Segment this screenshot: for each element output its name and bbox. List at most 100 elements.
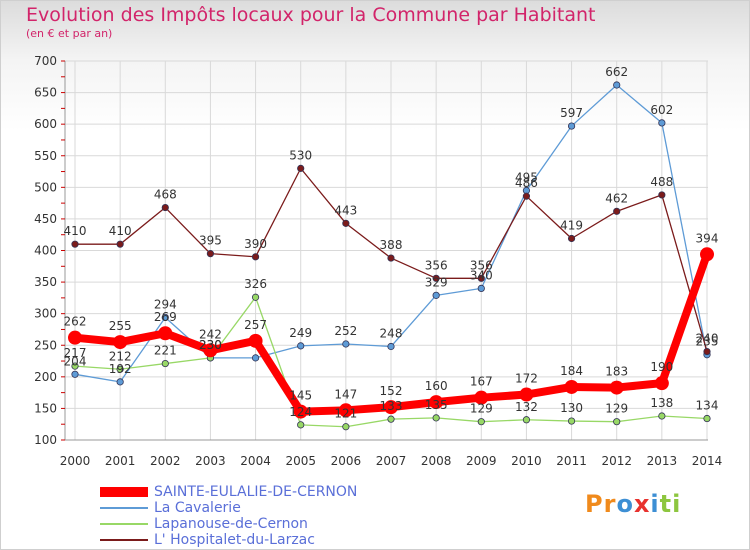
data-point: [293, 404, 308, 419]
data-label: 530: [289, 148, 312, 162]
legend-label-la-cavalerie: La Cavalerie: [154, 500, 241, 516]
data-point: [613, 207, 621, 215]
data-point: [658, 191, 666, 199]
data-point: [251, 354, 260, 362]
data-point: [477, 284, 485, 292]
data-label: 356: [470, 258, 493, 272]
y-tick-label: 500: [34, 180, 57, 194]
data-label: 235: [696, 335, 719, 349]
data-point: [68, 330, 82, 345]
data-point: [116, 378, 124, 386]
data-point: [342, 340, 350, 348]
data-point: [338, 403, 353, 418]
data-point: [658, 412, 666, 420]
legend-label-hospitalet: L' Hospitalet-du-Larzac: [154, 532, 315, 548]
data-label: 147: [334, 387, 357, 401]
data-point: [161, 203, 169, 212]
data-point: [297, 342, 305, 350]
data-label: 133: [380, 399, 403, 413]
data-point: [297, 421, 305, 429]
x-tick-label: 2008: [421, 454, 452, 468]
data-label: 212: [109, 349, 132, 363]
chart-subtitle: (en € et par an): [26, 27, 113, 40]
data-point: [432, 291, 440, 299]
x-tick-label: 2013: [647, 454, 678, 468]
data-point: [248, 333, 263, 348]
data-label: 486: [515, 176, 538, 190]
data-label: 134: [696, 399, 719, 413]
data-label: 419: [560, 218, 583, 232]
data-label: 390: [244, 237, 267, 251]
x-tick-label: 2002: [150, 454, 181, 468]
chart-title: Evolution des Impôts locaux pour la Comm…: [26, 4, 596, 26]
data-point: [71, 240, 79, 248]
data-point: [474, 390, 489, 405]
x-tick-label: 2003: [195, 454, 226, 468]
y-tick-label: 200: [34, 370, 57, 384]
x-tick-label: 2001: [105, 454, 136, 468]
data-label: 262: [64, 315, 87, 329]
data-point: [387, 342, 395, 351]
y-tick-label: 400: [34, 244, 57, 258]
x-tick-label: 2005: [285, 454, 316, 468]
x-tick-label: 2014: [692, 454, 723, 468]
data-label: 252: [334, 324, 357, 338]
x-tick-label: 2004: [240, 454, 271, 468]
y-tick-label: 700: [34, 54, 57, 68]
data-point: [116, 365, 124, 373]
data-label: 443: [334, 203, 357, 217]
data-label: 329: [425, 275, 448, 289]
data-label: 160: [425, 379, 448, 393]
legend-label-sainte-eulalie: SAINTE-EULALIE-DE-CERNON: [154, 484, 358, 500]
data-point: [206, 250, 215, 258]
data-point: [384, 400, 398, 415]
data-label: 240: [696, 332, 719, 346]
data-label: 130: [560, 401, 583, 415]
data-point: [251, 253, 260, 261]
data-point: [297, 164, 305, 172]
data-point: [113, 335, 128, 350]
legend-swatch-sainte-eulalie: [100, 487, 148, 497]
data-label: 602: [650, 103, 673, 117]
y-tick-label: 350: [34, 275, 57, 289]
data-point: [432, 274, 440, 282]
x-tick-label: 2011: [556, 454, 587, 468]
data-label: 410: [64, 224, 87, 238]
legend-swatch-hospitalet: [100, 539, 148, 541]
data-label: 230: [199, 338, 222, 352]
data-point: [387, 254, 395, 262]
y-tick-label: 450: [34, 212, 57, 226]
data-label: 192: [109, 362, 132, 376]
x-tick-label: 2000: [60, 454, 91, 468]
data-label: 249: [289, 326, 312, 340]
data-point: [522, 192, 531, 200]
x-tick-label: 2012: [601, 454, 632, 468]
data-label: 488: [650, 175, 673, 189]
y-tick-label: 100: [34, 433, 57, 447]
data-label: 388: [380, 238, 403, 252]
data-label: 257: [244, 318, 267, 332]
y-tick-label: 650: [34, 86, 57, 100]
y-tick-label: 250: [34, 338, 57, 352]
data-label: 597: [560, 106, 583, 120]
y-tick-label: 150: [34, 401, 57, 415]
y-tick-label: 300: [34, 307, 57, 321]
data-point: [613, 81, 621, 89]
data-label: 395: [199, 234, 222, 248]
data-label: 204: [64, 354, 87, 368]
data-label: 462: [605, 191, 628, 205]
x-tick-label: 2007: [376, 454, 407, 468]
data-label: 145: [289, 389, 312, 403]
data-point: [387, 415, 395, 423]
data-label: 184: [560, 364, 583, 378]
data-label: 135: [425, 398, 448, 412]
y-tick-label: 600: [34, 117, 57, 131]
data-label: 138: [650, 396, 673, 410]
data-label: 248: [380, 327, 403, 341]
data-label: 242: [199, 327, 222, 341]
legend-label-lapanouse: Lapanouse-de-Cernon: [154, 516, 308, 532]
data-point: [703, 347, 711, 356]
x-tick-label: 2006: [331, 454, 362, 468]
data-label: 129: [605, 402, 628, 416]
